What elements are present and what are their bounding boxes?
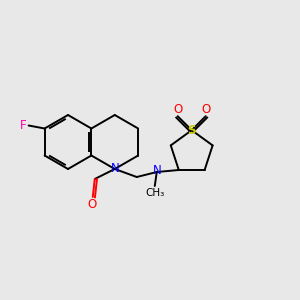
Text: N: N <box>152 164 161 178</box>
Text: N: N <box>111 163 120 176</box>
Text: O: O <box>201 103 210 116</box>
Text: CH₃: CH₃ <box>145 188 164 198</box>
Text: O: O <box>173 103 182 116</box>
Text: F: F <box>20 119 27 132</box>
Text: S: S <box>188 124 196 137</box>
Text: O: O <box>87 199 96 212</box>
